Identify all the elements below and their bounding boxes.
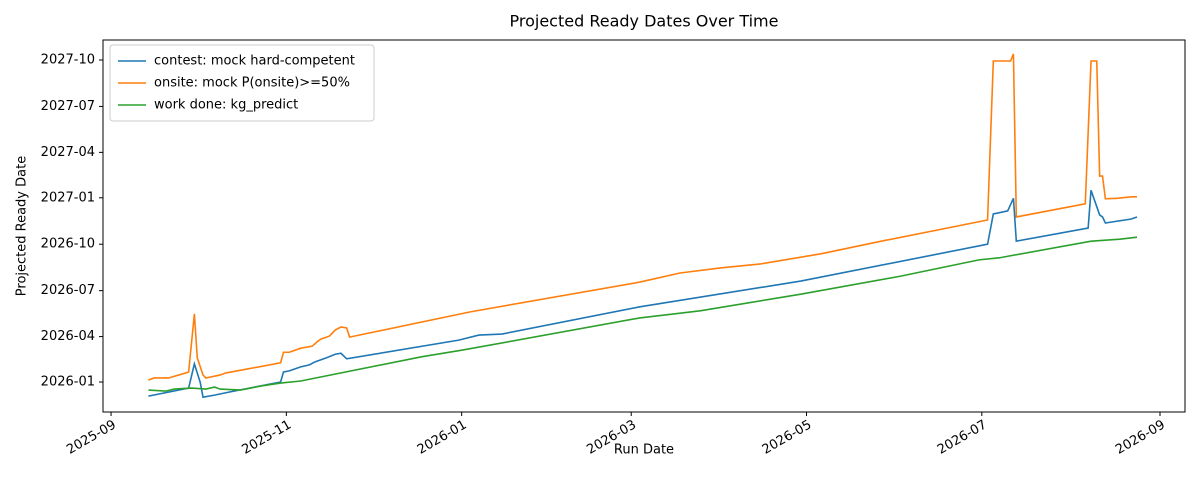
x-tick-label: 2026-07 [935, 418, 990, 458]
legend: contest: mock hard-competent onsite: mock… [109, 44, 375, 122]
y-tick-label: 2026-04 [41, 329, 95, 344]
x-tick-label: 2026-05 [760, 418, 815, 458]
y-tick-label: 2026-01 [41, 375, 95, 390]
series-line [148, 236, 1138, 392]
legend-label: contest: mock hard-competent [154, 54, 355, 69]
y-tick-label: 2026-07 [41, 283, 95, 298]
legend-box [109, 44, 375, 122]
plot-frame [102, 39, 1186, 413]
x-tick-label: 2026-09 [1113, 418, 1168, 458]
y-tick-label: 2027-07 [41, 99, 95, 114]
y-axis-label: Projected Ready Date [15, 156, 30, 296]
series-line [148, 189, 1138, 399]
series-line [148, 53, 1138, 381]
x-tick-label: 2026-01 [415, 418, 470, 458]
y-tick-label: 2026-10 [41, 237, 95, 252]
chart-title: Projected Ready Dates Over Time [510, 12, 779, 31]
y-tick-label: 2027-01 [41, 190, 95, 205]
x-axis-label: Run Date [614, 443, 674, 458]
legend-label: work done: kg_predict [154, 98, 298, 113]
x-tick-label: 2025-11 [240, 418, 295, 458]
y-tick-label: 2027-04 [41, 145, 95, 160]
legend-label: onsite: mock P(onsite)>=50% [154, 76, 350, 91]
y-tick-label: 2027-10 [41, 52, 95, 67]
x-tick-label: 2025-09 [64, 418, 119, 458]
